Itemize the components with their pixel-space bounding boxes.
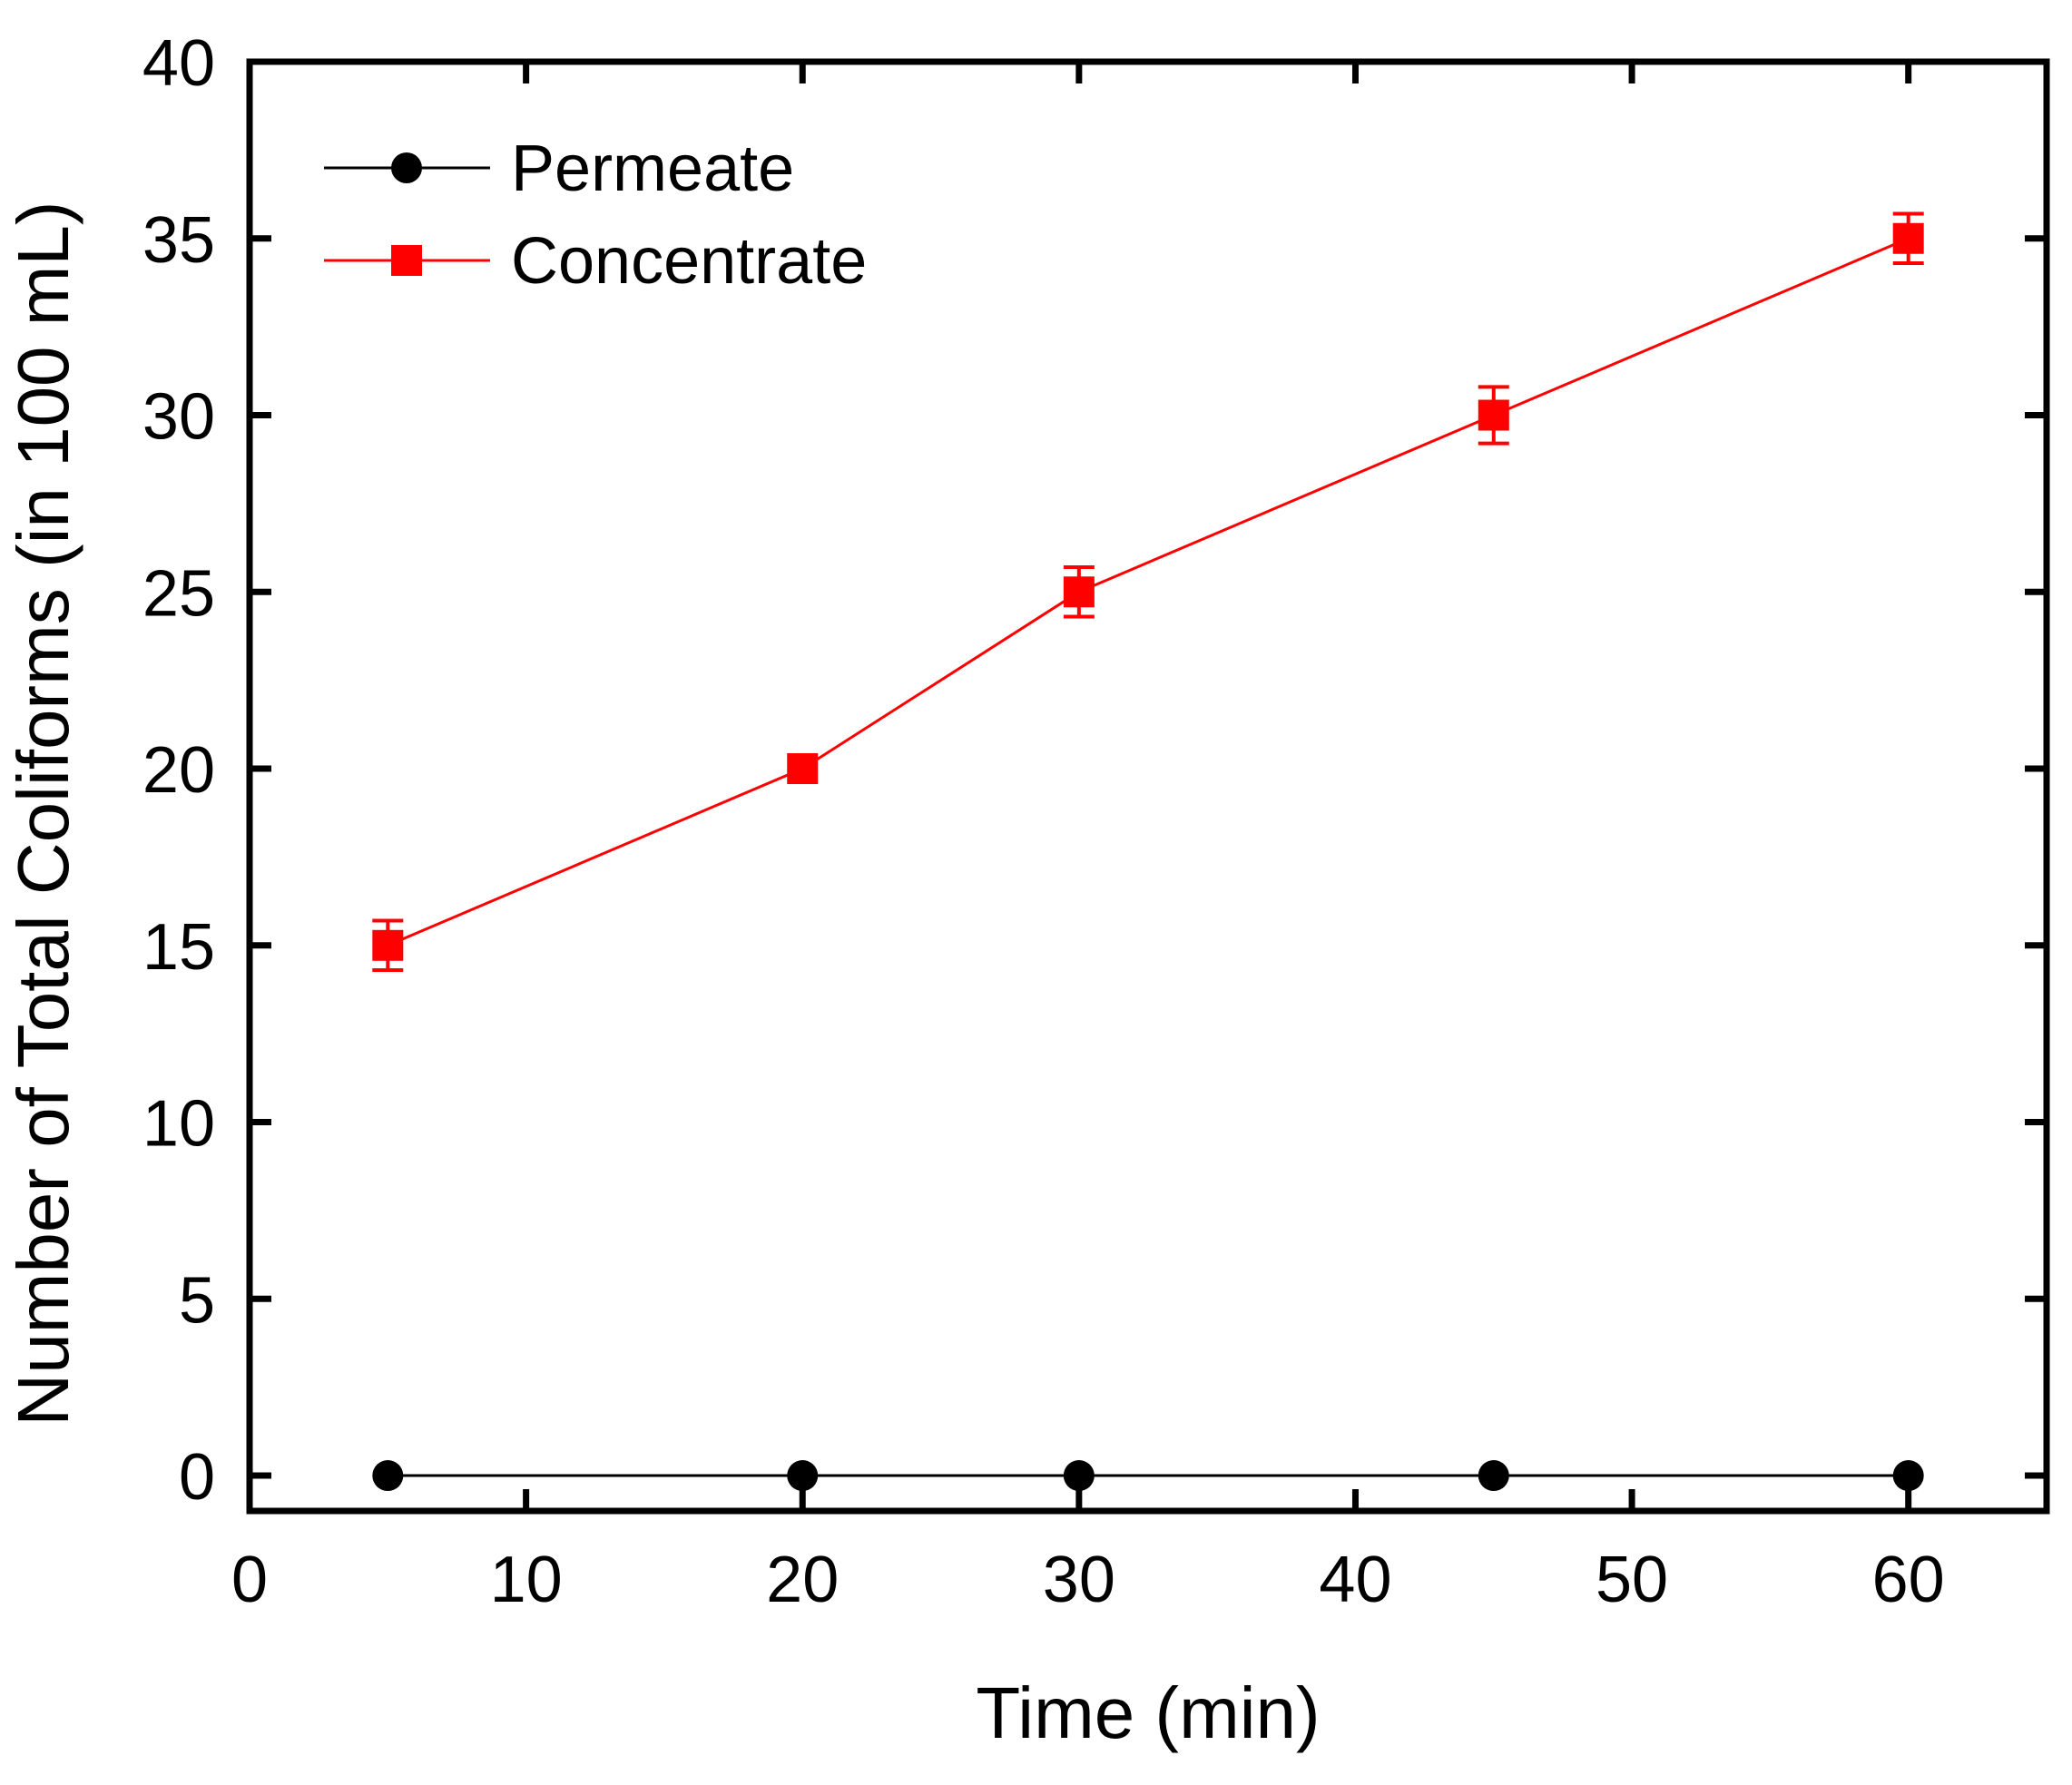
x-tick-label-40: 40 [1319, 1544, 1391, 1616]
y-tick-label-20: 20 [142, 734, 215, 807]
y-tick-label-5: 5 [179, 1264, 215, 1337]
y-tick-label-30: 30 [142, 381, 215, 454]
y-tick-label-15: 15 [142, 911, 215, 984]
concentrate-point-5 [372, 929, 404, 961]
x-tick-label-30: 30 [1043, 1544, 1115, 1616]
concentrate-line [387, 237, 1910, 947]
x-tick-label-50: 50 [1596, 1544, 1668, 1616]
legend-marker-permeate [391, 152, 422, 183]
y-axis-title: Number of Total Coliforms (in 100 mL) [3, 201, 83, 1426]
x-tick-label-0: 0 [231, 1544, 268, 1616]
permeate-point-45 [1478, 1460, 1509, 1492]
ticks-layer: 0 10 20 30 40 50 60 0 5 10 15 20 25 30 35 40 [142, 27, 2047, 1616]
legend-marker-concentrate [391, 245, 422, 276]
legend: Permeate Concentrate [324, 132, 867, 298]
x-tick-label-60: 60 [1872, 1544, 1945, 1616]
concentrate-point-45 [1478, 399, 1509, 431]
concentrate-point-30 [1063, 576, 1095, 608]
y-tick-label-0: 0 [179, 1441, 215, 1514]
x-tick-label-10: 10 [490, 1544, 563, 1616]
x-axis-title: Time (min) [976, 1672, 1320, 1753]
y-tick-label-10: 10 [142, 1088, 215, 1161]
concentrate-point-20 [787, 753, 819, 785]
y-tick-label-25: 25 [142, 557, 215, 630]
series-permeate [372, 1460, 1924, 1492]
plot-frame [246, 58, 2050, 1515]
permeate-point-20 [787, 1460, 819, 1492]
legend-label-concentrate: Concentrate [511, 225, 867, 298]
y-tick-label-40: 40 [142, 27, 215, 100]
legend-item-concentrate: Concentrate [324, 225, 867, 298]
permeate-point-5 [372, 1460, 404, 1492]
y-tick-label-35: 35 [142, 204, 215, 277]
legend-item-permeate: Permeate [324, 132, 794, 205]
permeate-point-30 [1063, 1460, 1095, 1492]
x-tick-label-20: 20 [766, 1544, 839, 1616]
series-concentrate [372, 211, 1924, 973]
series-layer [372, 211, 1924, 1492]
legend-label-permeate: Permeate [511, 132, 794, 205]
permeate-point-60 [1892, 1460, 1924, 1492]
concentrate-point-60 [1892, 222, 1924, 254]
